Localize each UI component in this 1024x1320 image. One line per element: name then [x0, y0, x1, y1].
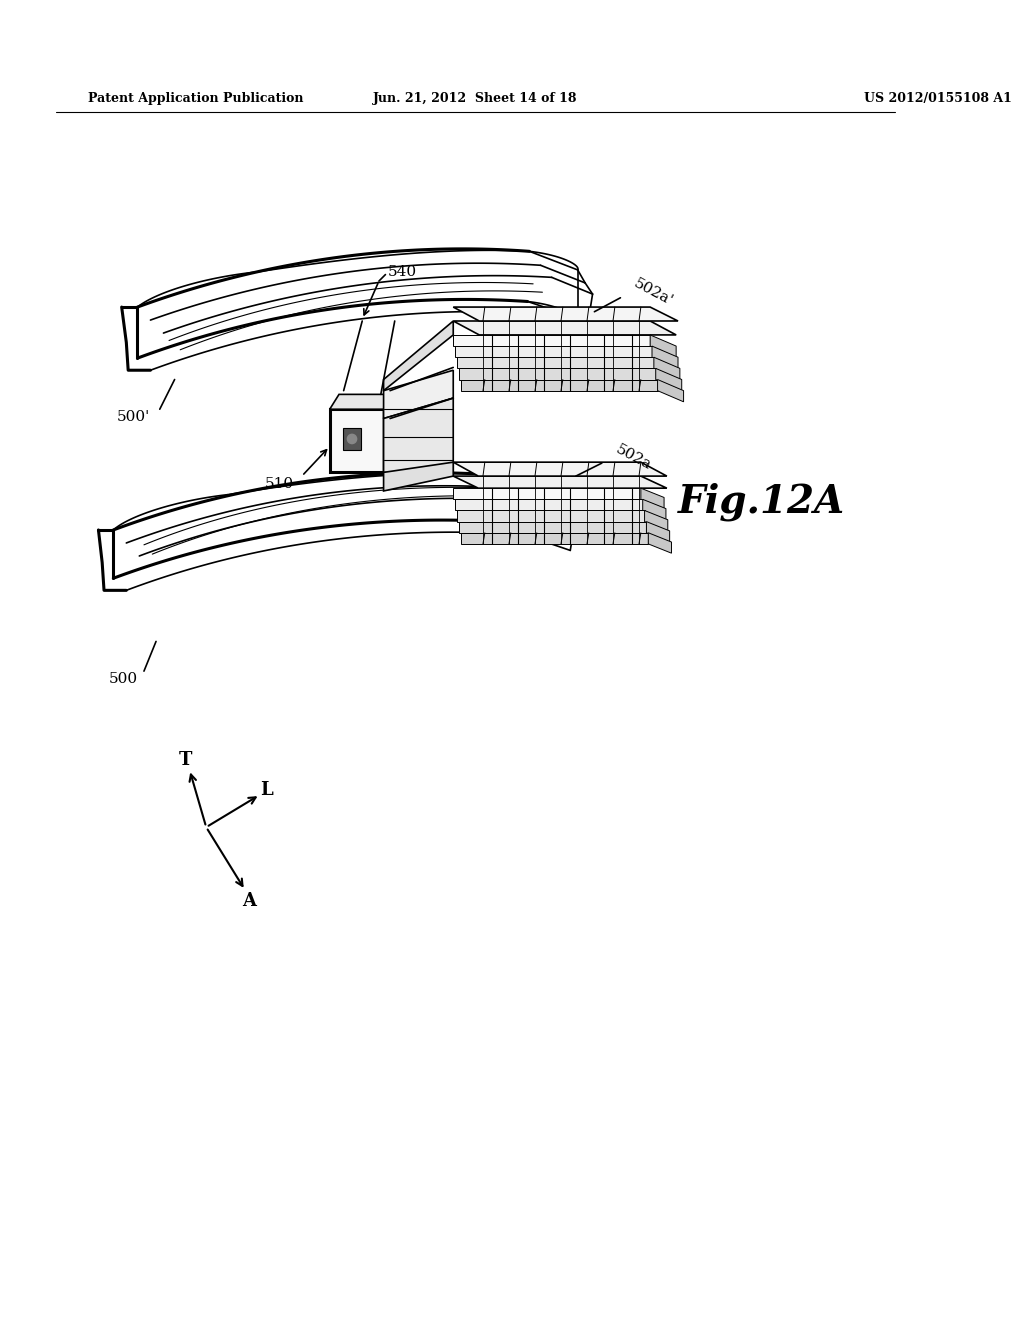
Text: 500: 500 [109, 672, 137, 685]
Polygon shape [457, 511, 644, 521]
Polygon shape [459, 368, 655, 380]
Polygon shape [644, 511, 668, 531]
Text: 500': 500' [117, 409, 151, 424]
Polygon shape [457, 358, 654, 368]
Polygon shape [652, 346, 678, 368]
Polygon shape [454, 477, 667, 488]
Polygon shape [655, 368, 682, 391]
Polygon shape [454, 488, 641, 499]
Text: 502a: 502a [613, 442, 653, 473]
Text: L: L [260, 781, 273, 799]
Polygon shape [648, 533, 672, 553]
Polygon shape [455, 499, 643, 511]
Polygon shape [646, 521, 670, 543]
Text: 510: 510 [264, 477, 294, 491]
Polygon shape [330, 395, 393, 409]
Text: 540: 540 [388, 265, 418, 279]
Polygon shape [657, 380, 684, 401]
Polygon shape [384, 399, 454, 477]
Polygon shape [384, 321, 454, 391]
Polygon shape [384, 395, 393, 473]
Polygon shape [641, 488, 665, 508]
Polygon shape [330, 409, 384, 473]
Text: Jun. 21, 2012  Sheet 14 of 18: Jun. 21, 2012 Sheet 14 of 18 [374, 91, 578, 104]
Text: Patent Application Publication: Patent Application Publication [88, 91, 304, 104]
Polygon shape [650, 335, 676, 358]
Polygon shape [643, 499, 666, 520]
Polygon shape [461, 533, 648, 544]
Circle shape [347, 434, 356, 444]
Polygon shape [384, 462, 454, 491]
Polygon shape [454, 308, 678, 321]
Polygon shape [454, 462, 667, 477]
Polygon shape [459, 521, 646, 533]
Text: 502a': 502a' [632, 276, 676, 309]
Polygon shape [461, 380, 657, 391]
Polygon shape [454, 321, 676, 335]
Polygon shape [654, 358, 680, 380]
Text: A: A [242, 892, 256, 911]
Text: Fig.12A: Fig.12A [678, 483, 845, 521]
Polygon shape [343, 428, 361, 450]
Polygon shape [455, 346, 652, 358]
Polygon shape [384, 370, 454, 418]
Polygon shape [454, 335, 650, 346]
Text: US 2012/0155108 A1: US 2012/0155108 A1 [864, 91, 1012, 104]
Text: T: T [179, 751, 193, 770]
